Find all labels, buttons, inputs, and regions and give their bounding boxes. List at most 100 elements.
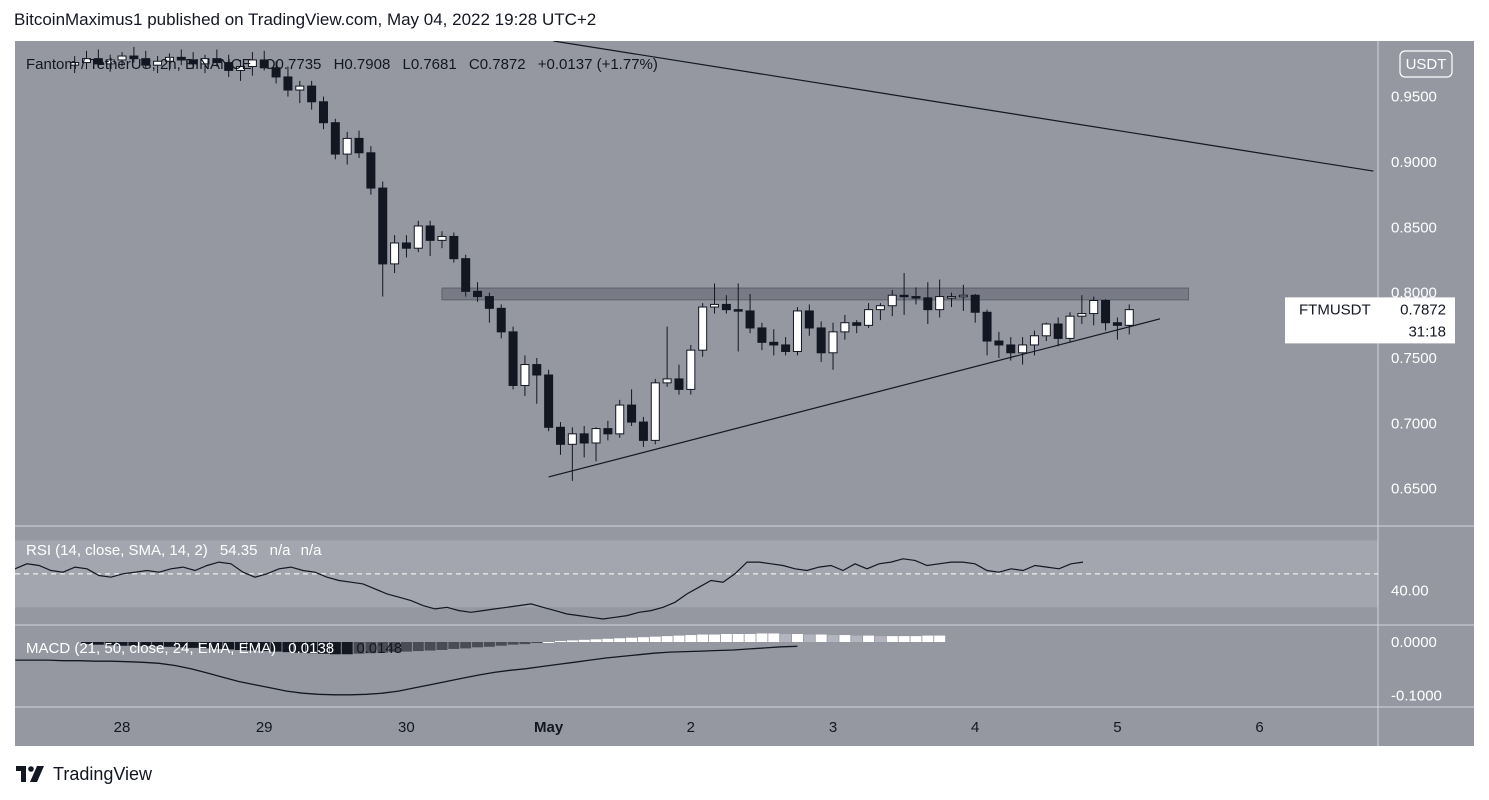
candle-body-down <box>378 187 388 265</box>
time-axis-bg <box>15 707 1474 746</box>
macd-histogram-bar <box>934 635 946 642</box>
candle <box>710 283 720 314</box>
time-tick-label: 6 <box>1255 719 1263 736</box>
candle-body-down <box>603 428 613 435</box>
candle <box>603 420 613 441</box>
macd-axis-tick: 0.0000 <box>1391 634 1437 651</box>
macd-histogram-bar <box>306 642 318 654</box>
candle-body-down <box>555 426 565 445</box>
rsi-value: 54.35 <box>220 542 258 559</box>
candle-body-up <box>437 235 447 241</box>
candle-body-down <box>627 404 637 423</box>
candle-body-down <box>674 378 684 390</box>
rsi-legend: RSI (14, close, SMA, 14, 2) 54.35 n/a n/… <box>26 542 322 559</box>
resistance-zone-layer <box>441 287 1189 301</box>
macd-histogram-bar <box>495 642 507 646</box>
candle <box>141 50 151 68</box>
last-price-symbol: FTMUSDT <box>1299 301 1371 318</box>
macd-histogram-bar <box>685 635 697 642</box>
macd-histogram-bar <box>780 634 792 642</box>
macd-histogram-bar <box>519 642 531 645</box>
macd-pane-bg <box>15 625 1474 707</box>
macd-histogram-bar <box>910 636 922 642</box>
candle <box>342 131 352 165</box>
currency-badge[interactable]: USDT <box>1406 56 1447 73</box>
time-tick-label: 28 <box>114 719 131 736</box>
macd-histogram-bar <box>720 634 732 642</box>
macd-histogram-bar <box>697 634 709 642</box>
candle <box>295 80 305 104</box>
ohlc-close-value: 0.7872 <box>480 56 526 73</box>
candle-body-down <box>283 76 293 91</box>
macd-histogram-bar <box>791 634 803 642</box>
candle-body-up <box>105 59 115 65</box>
candlestick-chart[interactable]: 0.95000.90000.85000.80000.75000.70000.65… <box>15 41 1474 746</box>
candle-body-up <box>935 296 945 311</box>
candle-body-down <box>425 225 435 241</box>
macd-histogram-bar <box>839 635 851 642</box>
candle <box>994 331 1004 359</box>
macd-histogram-bar <box>863 635 875 642</box>
symbol-label: Fantom / TetherUS, 2h, BINANCE <box>26 56 252 73</box>
candle-body-up <box>650 382 660 441</box>
macd-histogram-bar <box>578 639 590 642</box>
candle <box>449 232 459 263</box>
candle <box>153 56 163 74</box>
candle-body-down <box>496 307 506 333</box>
candle <box>401 235 411 258</box>
publisher-header: BitcoinMaximus1 published on TradingView… <box>14 10 597 29</box>
candle-body-down <box>1112 322 1122 326</box>
candle <box>1124 304 1134 335</box>
candle <box>638 416 648 447</box>
rsi-line <box>15 558 1084 620</box>
candle <box>615 399 625 438</box>
candle-body-down <box>994 340 1004 346</box>
candle <box>662 326 672 387</box>
candle <box>745 293 755 334</box>
currency-badge-box[interactable] <box>1399 50 1453 78</box>
candle-body-down <box>224 62 234 71</box>
last-price-box <box>1285 297 1455 344</box>
ohlc-close-label: C <box>469 56 480 73</box>
macd-histogram-bar <box>389 642 401 653</box>
macd-histogram-bar <box>827 635 839 642</box>
candle-body-down <box>176 56 186 61</box>
candle-body-up <box>792 310 802 352</box>
candle <box>236 59 246 81</box>
candle-body-up <box>520 364 530 386</box>
candle-body-up <box>236 65 246 71</box>
macd-histogram-bar <box>922 635 934 642</box>
candle-body-up <box>1029 335 1039 346</box>
candle <box>81 50 91 70</box>
macd-histogram-bar <box>412 642 424 652</box>
candle <box>330 118 340 160</box>
candle-body-up <box>662 378 672 384</box>
candle-body-up <box>153 60 163 66</box>
macd-histogram-bar <box>436 642 448 650</box>
candle-body-up <box>390 242 400 265</box>
ohlc-low-value: 0.7681 <box>411 56 457 73</box>
time-tick-label: 4 <box>971 719 979 736</box>
candle-body-down <box>532 364 542 376</box>
candle <box>804 304 814 336</box>
candle <box>1029 330 1039 356</box>
candle-body-down <box>93 58 103 65</box>
macd-histogram-bar <box>377 642 389 653</box>
candle <box>828 322 838 370</box>
macd-layer <box>15 633 946 696</box>
candle-body-up <box>686 349 696 390</box>
macd-histogram-bar <box>163 642 175 647</box>
time-tick-label: 3 <box>829 719 837 736</box>
rsi-axis-tick: 40.00 <box>1391 583 1429 600</box>
macd-value-1: 0.0138 <box>288 640 334 657</box>
macd-histogram-bar <box>507 642 519 645</box>
candle-body-down <box>781 344 791 352</box>
candle <box>200 54 210 74</box>
macd-histogram-bar <box>531 642 543 644</box>
candle-body-down <box>129 55 139 60</box>
candle <box>840 314 850 340</box>
candle <box>1089 296 1099 326</box>
candle <box>1006 337 1016 361</box>
candle-body-up <box>247 59 257 67</box>
candle-body-down <box>212 58 222 64</box>
